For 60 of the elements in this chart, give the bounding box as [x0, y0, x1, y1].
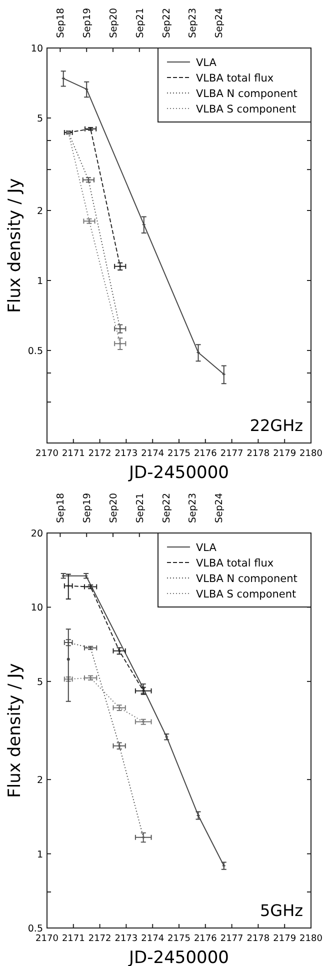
x2-tick-label: Sep19: [82, 493, 94, 523]
x-tick-label: 2171: [62, 934, 85, 944]
y-tick-label: 1: [36, 849, 43, 860]
x-tick-label: 2170: [36, 449, 59, 459]
x2-tick-label: Sep23: [188, 8, 199, 38]
x-tick-label: 2175: [168, 449, 190, 459]
y-tick-label: 0.5: [28, 924, 43, 934]
y-tick-label: 2: [36, 206, 43, 218]
legend-label: VLBA S component: [196, 104, 296, 116]
x2-tick-label: Sep18: [56, 8, 67, 38]
y-tick-label: 1: [36, 276, 43, 287]
legend-label: VLBA N component: [196, 573, 298, 585]
x2-tick-label: Sep22: [161, 8, 172, 38]
x-tick-label: 2177: [220, 934, 244, 944]
y-tick-label: 10: [30, 44, 43, 54]
y-tick-label: 20: [30, 528, 43, 540]
legend-label: VLA: [196, 57, 218, 69]
x-tick-label: 2180: [300, 934, 323, 944]
x-tick-label: 2175: [168, 934, 190, 944]
x-tick-label: 2180: [300, 449, 323, 459]
y-axis-title: Flux density / Jy: [5, 178, 25, 313]
x-tick-label: 2177: [220, 449, 244, 459]
y-axis-title: Flux density / Jy: [5, 663, 25, 798]
x-tick-label: 2173: [114, 934, 138, 944]
legend-label: VLBA total flux: [196, 558, 274, 570]
y-tick-label: 2: [36, 775, 43, 786]
x-tick-label: 2171: [62, 449, 85, 459]
x2-tick-label: Sep24: [214, 8, 226, 38]
x2-tick-label: Sep24: [214, 493, 226, 523]
legend-label: VLA: [196, 542, 218, 554]
y-tick-label: 5: [36, 113, 43, 124]
x-tick-label: 2174: [141, 934, 164, 944]
x2-tick-label: Sep19: [82, 8, 94, 38]
x-tick-label: 2179: [273, 449, 296, 459]
x-tick-label: 2172: [88, 934, 112, 944]
x-tick-label: 2174: [141, 449, 164, 459]
legend-label: VLBA S component: [196, 588, 296, 600]
x2-tick-label: Sep20: [108, 8, 120, 38]
x2-tick-label: Sep21: [134, 8, 146, 38]
annotation: 22GHz: [250, 416, 303, 435]
x-tick-label: 2176: [194, 934, 218, 944]
y-tick-label: 5: [36, 676, 43, 688]
x2-tick-label: Sep18: [56, 493, 67, 523]
y-tick-label: 10: [30, 602, 43, 614]
x-tick-label: 2172: [88, 449, 112, 459]
x2-tick-label: Sep21: [134, 493, 146, 523]
x-axis-title: JD-2450000: [128, 463, 229, 483]
x2-tick-label: Sep23: [188, 493, 199, 523]
x2-tick-label: Sep20: [108, 493, 120, 523]
x-tick-label: 2176: [194, 449, 218, 459]
x-tick-label: 2173: [114, 449, 138, 459]
x-tick-label: 2179: [273, 934, 296, 944]
x-tick-label: 2170: [36, 934, 59, 944]
y-tick-label: 0.5: [28, 346, 43, 357]
x2-tick-label: Sep22: [161, 493, 172, 523]
legend-label: VLBA N component: [196, 88, 298, 100]
legend-label: VLBA total flux: [196, 72, 274, 84]
x-tick-label: 2178: [246, 449, 270, 459]
x-tick-label: 2178: [246, 934, 270, 944]
annotation: 5GHz: [260, 901, 303, 920]
